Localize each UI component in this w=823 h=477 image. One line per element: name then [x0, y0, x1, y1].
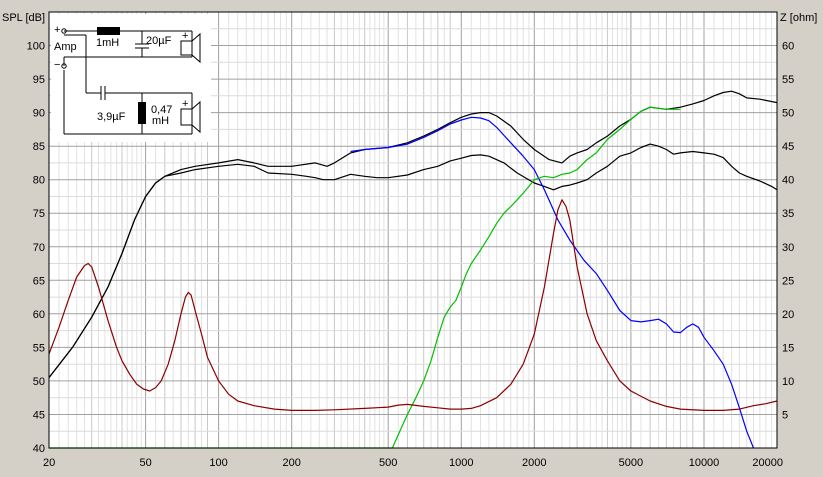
- x-tick-label: 100: [209, 457, 227, 469]
- cap-39uf-label: 3,9µF: [97, 111, 126, 123]
- y-left-tick-label: 70: [33, 242, 45, 254]
- x-tick-label: 1000: [449, 457, 473, 469]
- x-tick-label: 10000: [689, 457, 720, 469]
- y-left-tick-label: 60: [33, 309, 45, 321]
- y-left-tick-label: 95: [33, 74, 45, 86]
- y-right-tick-label: 45: [782, 141, 794, 153]
- y-right-tick-label: 15: [782, 342, 794, 354]
- x-tick-label: 20: [43, 457, 55, 469]
- y-right-tick-label: 10: [782, 376, 794, 388]
- y-right-tick-label: 20: [782, 309, 794, 321]
- y-left-axis-label: SPL [dB]: [2, 12, 45, 24]
- x-tick-labels: 20 50 100 200 500 1000 2000 5000 10000 20000: [43, 457, 783, 469]
- y-left-tick-label: 50: [33, 376, 45, 388]
- y-left-tick-label: 65: [33, 275, 45, 287]
- y-left-tick-label: 40: [33, 443, 45, 455]
- inductor-1mh: [97, 27, 120, 35]
- inductor-047-label-b: mH: [152, 115, 169, 127]
- tweeter-plus-label: +: [182, 98, 188, 110]
- y-left-tick-label: 90: [33, 108, 45, 120]
- series-line-0: [48, 90, 778, 378]
- y-right-tick-label: 55: [782, 74, 794, 86]
- y-right-axis-label: Z [ohm]: [780, 12, 817, 24]
- cap-20uf-label: 20µF: [146, 35, 172, 47]
- y-right-tick-label: 30: [782, 242, 794, 254]
- inductor-047mh: [138, 102, 146, 124]
- y-left-tick-labels: 40 45 50 55 60 65 70 75 80 85 90 95 100: [27, 41, 45, 456]
- y-left-tick-label: 55: [33, 342, 45, 354]
- series-line-1: [48, 143, 778, 378]
- y-left-tick-label: 45: [33, 410, 45, 422]
- data-series: [48, 90, 778, 449]
- x-tick-label: 50: [139, 457, 151, 469]
- y-right-tick-label: 35: [782, 208, 794, 220]
- x-tick-label: 200: [283, 457, 301, 469]
- y-right-tick-label: 5: [782, 410, 788, 422]
- woofer-plus-label: +: [182, 30, 188, 42]
- y-right-tick-label: 40: [782, 175, 794, 187]
- series-line-3: [49, 106, 681, 449]
- y-right-tick-label: 50: [782, 108, 794, 120]
- x-tick-label: 500: [379, 457, 397, 469]
- amp-label: Amp: [54, 41, 77, 53]
- y-right-tick-labels: 5 10 15 20 25 30 35 40 45 50 55 60: [782, 41, 794, 422]
- y-left-tick-label: 80: [33, 175, 45, 187]
- crossover-schematic: + − Amp 1mH 20µF 3,9µF 0,47 mH + +: [51, 14, 211, 142]
- y-right-tick-label: 25: [782, 275, 794, 287]
- inductor-1mh-label: 1mH: [96, 37, 119, 49]
- series-line-2: [350, 116, 755, 449]
- x-tick-label: 2000: [522, 457, 546, 469]
- y-right-tick-label: 60: [782, 41, 794, 53]
- y-left-tick-label: 85: [33, 141, 45, 153]
- y-left-tick-label: 75: [33, 208, 45, 220]
- x-tick-label: 20000: [752, 457, 783, 469]
- y-left-tick-label: 100: [27, 41, 45, 53]
- amp-plus-label: +: [54, 24, 60, 36]
- series-line-4: [48, 199, 778, 411]
- inductor-047-label-a: 0,47: [151, 104, 172, 116]
- plot-frame: [48, 11, 778, 449]
- grid-lines: [48, 11, 778, 449]
- x-tick-label: 5000: [619, 457, 643, 469]
- amp-minus-label: −: [54, 59, 60, 71]
